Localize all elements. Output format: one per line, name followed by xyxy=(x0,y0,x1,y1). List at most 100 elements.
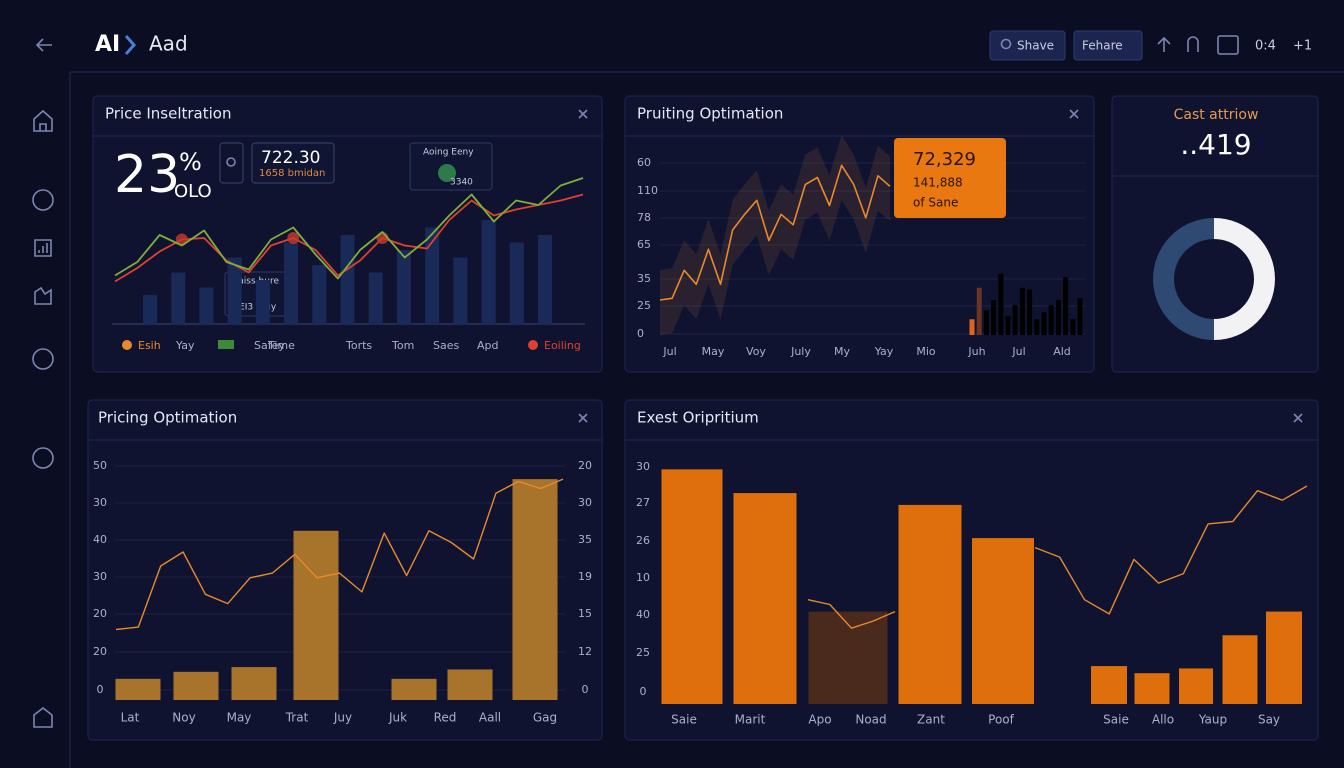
share-button[interactable] xyxy=(989,30,1066,61)
axis-label: 20 xyxy=(93,645,107,658)
x-tick-label: Lat xyxy=(121,711,140,725)
panel-title: Exest Oripritium xyxy=(637,409,759,427)
logo-mark xyxy=(124,35,137,55)
axis-label: 30 xyxy=(93,570,107,583)
axis-label: 27 xyxy=(636,496,650,509)
axis-label: 12 xyxy=(578,645,592,658)
axis-label: 60 xyxy=(637,156,651,169)
legend-label: Yay xyxy=(175,339,195,352)
window-icon[interactable] xyxy=(1217,35,1239,55)
tool-icon[interactable] xyxy=(1187,36,1199,52)
annotation: 3340 xyxy=(450,178,473,188)
close-button[interactable] xyxy=(578,109,588,119)
x-tick-label: Aall xyxy=(479,711,501,725)
point-marker xyxy=(287,232,300,244)
legend-label: Apd xyxy=(477,339,499,352)
axis-label: 0 xyxy=(97,683,104,696)
bar xyxy=(1012,305,1018,335)
back-button[interactable] xyxy=(35,38,52,52)
x-tick-label: Red xyxy=(434,711,457,725)
axis-label: 40 xyxy=(636,608,650,621)
x-tick-label: May xyxy=(227,711,252,725)
settings-icon[interactable] xyxy=(32,447,54,469)
x-tick-label: Noad xyxy=(855,713,886,727)
bar xyxy=(1048,305,1054,335)
line-series xyxy=(807,599,896,629)
close-button[interactable] xyxy=(578,413,588,423)
bar xyxy=(173,671,219,700)
x-tick-label: Poof xyxy=(988,713,1014,727)
bar xyxy=(1027,289,1033,335)
x-tick-label: Juh xyxy=(967,345,985,358)
logo-bold: AI xyxy=(95,32,120,57)
line-series xyxy=(1034,485,1308,615)
feature-label[interactable]: Fehare xyxy=(1082,39,1123,53)
axis-label: 10 xyxy=(636,571,650,584)
share-label[interactable]: Shave xyxy=(1017,39,1054,53)
bar xyxy=(972,538,1034,704)
badge[interactable]: +1 xyxy=(1293,39,1312,54)
annotation: LEI3 Stuy xyxy=(234,303,277,313)
x-tick-label: Allo xyxy=(1152,713,1174,727)
close-button[interactable] xyxy=(1293,413,1303,423)
panel-title: Pricing Optimation xyxy=(98,409,237,427)
axis-label: 30 xyxy=(578,496,592,509)
x-tick-label: My xyxy=(834,345,850,358)
folder-icon[interactable] xyxy=(34,286,52,305)
feature-button[interactable] xyxy=(1073,30,1143,61)
bar xyxy=(1041,312,1047,335)
bar xyxy=(1077,298,1083,335)
search-icon xyxy=(1000,38,1012,50)
axis-label: 0 xyxy=(637,327,644,340)
x-tick-label: Marit xyxy=(735,713,766,727)
annotation-dot xyxy=(438,164,456,182)
axis-label: 0 xyxy=(582,683,589,696)
axis-label: 25 xyxy=(637,299,651,312)
x-tick-label: Say xyxy=(1258,713,1280,727)
bar xyxy=(1034,319,1040,335)
bar xyxy=(998,273,1004,335)
menu-icon[interactable] xyxy=(32,348,54,370)
donut-slice xyxy=(1153,218,1214,340)
stat-label: 1658 bmidan xyxy=(259,168,325,179)
bar xyxy=(1019,287,1025,335)
tooltip-value: 72,329 xyxy=(913,149,976,170)
chart-icon[interactable] xyxy=(34,239,52,257)
home-icon[interactable] xyxy=(33,109,53,132)
stat-box xyxy=(251,142,335,184)
bar xyxy=(1222,635,1258,704)
bar xyxy=(808,611,888,704)
bar xyxy=(171,272,186,325)
x-tick-label: Gag xyxy=(533,711,557,725)
close-button[interactable] xyxy=(1069,109,1079,119)
bar xyxy=(538,235,552,325)
bar xyxy=(396,250,411,325)
bar xyxy=(391,678,437,700)
legend-label: Time xyxy=(267,339,295,352)
panel xyxy=(624,399,1319,741)
bar xyxy=(1179,668,1213,704)
x-tick-label: Jul xyxy=(1011,345,1025,358)
legend-label: Esih xyxy=(138,339,161,352)
library-icon[interactable] xyxy=(33,706,53,728)
x-tick-label: Juy xyxy=(333,711,352,725)
upload-icon[interactable] xyxy=(1157,36,1171,52)
x-tick-label: Mio xyxy=(916,345,936,358)
axis-label: 50 xyxy=(93,459,107,472)
panel xyxy=(92,95,603,373)
line-series xyxy=(114,177,584,280)
panel xyxy=(87,399,603,741)
axis-label: 40 xyxy=(93,533,107,546)
legend-marker xyxy=(218,340,234,349)
annotation: Caiss hure xyxy=(232,277,279,287)
x-tick-label: Trat xyxy=(285,711,309,725)
x-tick-label: Saie xyxy=(1103,713,1129,727)
axis-label: 20 xyxy=(93,607,107,620)
axis-label: 110 xyxy=(637,184,658,197)
info-icon[interactable] xyxy=(32,189,54,211)
axis-label: 30 xyxy=(93,496,107,509)
panel-title: Pruiting Optimation xyxy=(637,105,783,123)
line-series xyxy=(659,164,891,301)
donut-slice xyxy=(1214,218,1275,340)
target-icon xyxy=(226,157,236,167)
